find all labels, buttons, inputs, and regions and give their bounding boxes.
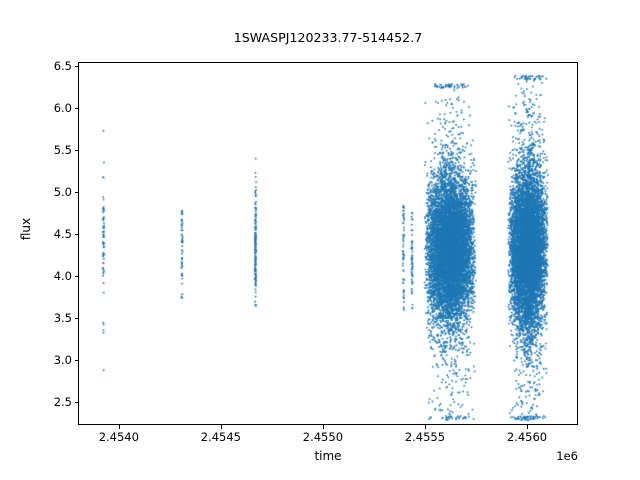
- y-tick-mark: [74, 108, 78, 110]
- x-tick-mark: [118, 425, 120, 429]
- x-axis-label: time: [314, 449, 342, 463]
- x-tick-mark: [424, 425, 426, 429]
- y-tick-label: 5.0: [53, 185, 72, 200]
- y-tick-label: 2.5: [53, 395, 72, 410]
- x-tick-label: 2.4550: [302, 430, 344, 444]
- x-tick-label: 2.4555: [404, 430, 446, 444]
- x-tick-mark: [322, 425, 324, 429]
- y-tick-mark: [74, 360, 78, 362]
- page-title: 1SWASPJ120233.77-514452.7: [233, 30, 423, 45]
- y-tick-label: 4.0: [53, 269, 72, 284]
- y-tick-label: 6.5: [53, 59, 72, 74]
- y-tick-mark: [74, 66, 78, 68]
- y-tick-mark: [74, 150, 78, 152]
- y-tick-mark: [74, 234, 78, 236]
- x-tick-label: 2.4560: [506, 430, 548, 444]
- y-axis-label: flux: [19, 217, 33, 241]
- y-tick-mark: [74, 402, 78, 404]
- y-tick-label: 3.0: [53, 353, 72, 368]
- y-axis-tick-marks: [74, 62, 79, 425]
- y-tick-mark: [74, 192, 78, 194]
- y-tick-label: 6.0: [53, 101, 72, 116]
- scatter-points-layer: [79, 63, 577, 424]
- x-tick-mark: [220, 425, 222, 429]
- y-tick-mark: [74, 276, 78, 278]
- plot-axes-area: [78, 62, 578, 425]
- y-tick-label: 4.5: [53, 227, 72, 242]
- x-tick-label: 2.4545: [200, 430, 241, 444]
- y-tick-label: 5.5: [53, 143, 72, 158]
- x-axis-offset-text: 1e6: [556, 449, 578, 463]
- x-axis-tick-marks: [78, 425, 578, 429]
- y-tick-mark: [74, 318, 78, 320]
- y-tick-label: 3.5: [53, 311, 72, 326]
- x-tick-label: 2.4540: [98, 430, 139, 444]
- x-tick-mark: [526, 425, 528, 429]
- x-axis-tick-labels: 2.4540 2.4545 2.4550 2.4555 2.4560: [78, 430, 578, 448]
- y-axis-tick-labels: 2.5 3.0 3.5 4.0 4.5 5.0 5.5 6.0 6.5: [8, 59, 72, 425]
